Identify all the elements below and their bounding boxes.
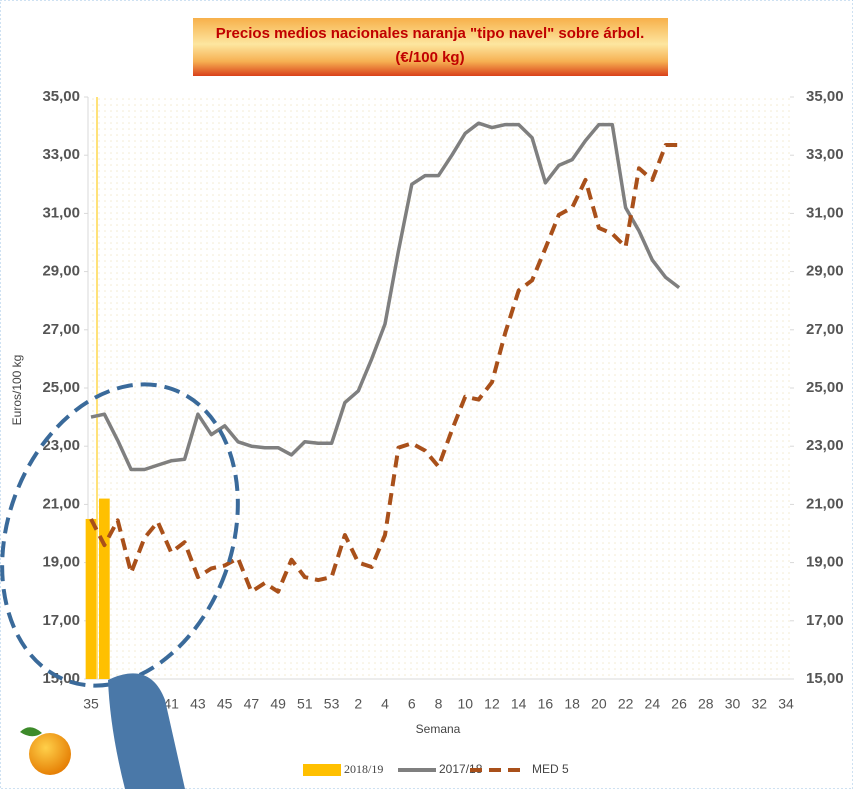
plot-background xyxy=(88,97,790,679)
legend-swatch xyxy=(303,764,341,776)
y-axis-label: Euros/100 kg xyxy=(10,355,24,426)
y-tick-label: 29,00 xyxy=(42,263,80,280)
x-tick-label: 20 xyxy=(591,696,607,712)
x-tick-label: 18 xyxy=(564,696,580,712)
legend-label: MED 5 xyxy=(532,762,569,776)
x-tick-label: 12 xyxy=(484,696,500,712)
legend: 2018/19 2017/18 MED 5 xyxy=(303,762,569,776)
x-axis-label: Semana xyxy=(416,722,461,736)
y2-tick-label: 15,00 xyxy=(806,670,844,687)
y2-tick-label: 21,00 xyxy=(806,495,844,512)
x-tick-label: 53 xyxy=(324,696,340,712)
y-tick-label: 21,00 xyxy=(42,495,80,512)
y2-tick-label: 29,00 xyxy=(806,263,844,280)
x-tick-label: 51 xyxy=(297,696,313,712)
y-tick-label: 31,00 xyxy=(42,204,80,221)
x-tick-label: 2 xyxy=(354,696,362,712)
x-tick-label: 47 xyxy=(244,696,260,712)
orange-icon xyxy=(20,727,71,775)
bar xyxy=(85,518,97,679)
x-tick-label: 4 xyxy=(381,696,389,712)
x-tick-label: 8 xyxy=(435,696,443,712)
y2-tick-label: 31,00 xyxy=(806,204,844,221)
title-box xyxy=(193,18,668,76)
y-tick-label: 33,00 xyxy=(42,146,80,163)
marks: 15,00 17,00 19,00 21,00 23,00 25,00 27,00 29,00… xyxy=(42,88,843,712)
x-tick-label: 24 xyxy=(645,696,661,712)
x-tick-label: 49 xyxy=(270,696,286,712)
x-tick-label: 35 xyxy=(83,696,99,712)
x-tick-label: 28 xyxy=(698,696,714,712)
chart-title: Precios medios nacionales naranja "tipo … xyxy=(216,25,645,42)
y2-tick-label: 27,00 xyxy=(806,321,844,338)
y-tick-label: 17,00 xyxy=(42,612,80,629)
arrow-shape xyxy=(108,673,185,789)
x-tick-label: 22 xyxy=(618,696,634,712)
x-tick-label: 10 xyxy=(457,696,473,712)
x-tick-label: 32 xyxy=(751,696,767,712)
y2-tick-label: 35,00 xyxy=(806,88,844,105)
legend-label: 2018/19 xyxy=(344,762,383,776)
y2-tick-label: 17,00 xyxy=(806,612,844,629)
legend-label: 2017/18 xyxy=(439,762,483,776)
line xyxy=(89,143,680,594)
x-tick-label: 16 xyxy=(538,696,554,712)
y-tick-label: 35,00 xyxy=(42,88,80,105)
x-tick-label: 30 xyxy=(725,696,741,712)
y-tick-label: 19,00 xyxy=(42,554,80,571)
y-tick-label: 25,00 xyxy=(42,379,80,396)
x-tick-label: 26 xyxy=(671,696,687,712)
x-tick-label: 43 xyxy=(190,696,206,712)
chart-subtitle: (€/100 kg) xyxy=(395,49,464,66)
x-tick-label: 45 xyxy=(217,696,233,712)
x-tick-label: 14 xyxy=(511,696,527,712)
y2-tick-label: 25,00 xyxy=(806,379,844,396)
highlight-ellipse xyxy=(0,382,240,688)
bar xyxy=(99,498,110,679)
x-tick-label: 6 xyxy=(408,696,416,712)
x-tick-label: 34 xyxy=(778,696,794,712)
y-tick-label: 27,00 xyxy=(42,321,80,338)
y2-tick-label: 19,00 xyxy=(806,554,844,571)
x-tick-label: 41 xyxy=(163,696,179,712)
line xyxy=(90,121,681,472)
y-tick-label: 23,00 xyxy=(42,437,80,454)
y2-tick-label: 23,00 xyxy=(806,437,844,454)
y2-tick-label: 33,00 xyxy=(806,146,844,163)
